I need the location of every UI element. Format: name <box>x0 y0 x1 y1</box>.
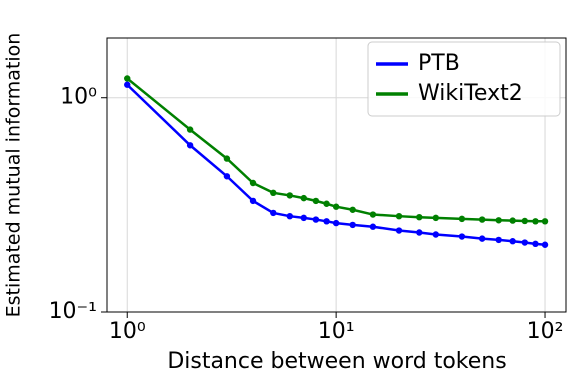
point <box>300 214 307 222</box>
point <box>186 126 194 133</box>
y-tick-label: 10⁰ <box>60 85 97 110</box>
point <box>416 229 423 236</box>
point <box>124 75 131 82</box>
point <box>541 218 549 225</box>
legend: PTB WikiText2 <box>367 41 561 117</box>
point <box>478 216 486 223</box>
point <box>541 241 549 248</box>
point <box>186 142 194 149</box>
point <box>286 192 293 199</box>
legend-label: PTB <box>418 51 460 76</box>
point <box>332 219 340 227</box>
x-tick-label: 10⁰ <box>109 319 146 344</box>
series-line <box>126 83 546 246</box>
point <box>270 189 277 197</box>
point <box>478 235 486 242</box>
point <box>249 179 257 187</box>
x-tick-label: 10² <box>527 319 564 344</box>
point <box>223 173 231 180</box>
point <box>521 239 528 246</box>
point <box>349 221 356 229</box>
point <box>124 81 131 88</box>
point <box>432 231 440 238</box>
point <box>458 233 466 240</box>
point <box>458 215 466 223</box>
point <box>349 206 356 213</box>
point <box>312 197 320 205</box>
y-tick-label: 10⁻¹ <box>49 299 97 324</box>
point <box>532 240 539 248</box>
point <box>432 214 440 222</box>
point <box>270 209 277 217</box>
point <box>495 217 502 224</box>
point <box>509 217 516 224</box>
plot-frame <box>106 37 567 313</box>
point <box>521 217 528 225</box>
point <box>495 236 502 244</box>
point <box>286 212 293 220</box>
legend-box <box>367 41 561 117</box>
point <box>395 227 403 234</box>
point <box>323 218 330 225</box>
point <box>249 197 257 205</box>
point <box>416 213 423 221</box>
series-line <box>126 77 546 223</box>
point <box>369 211 377 218</box>
point <box>509 238 516 245</box>
point <box>300 194 307 202</box>
x-axis-label: Distance between word tokens <box>167 349 506 374</box>
point <box>323 200 330 207</box>
legend-label: WikiText2 <box>418 81 523 106</box>
point <box>223 155 231 162</box>
point <box>332 203 340 210</box>
point <box>532 218 539 225</box>
point <box>395 212 403 220</box>
x-tick-label: 10¹ <box>318 319 355 344</box>
point <box>369 223 377 230</box>
y-axis-label: Estimated mutual information <box>3 33 25 318</box>
point <box>312 216 320 223</box>
